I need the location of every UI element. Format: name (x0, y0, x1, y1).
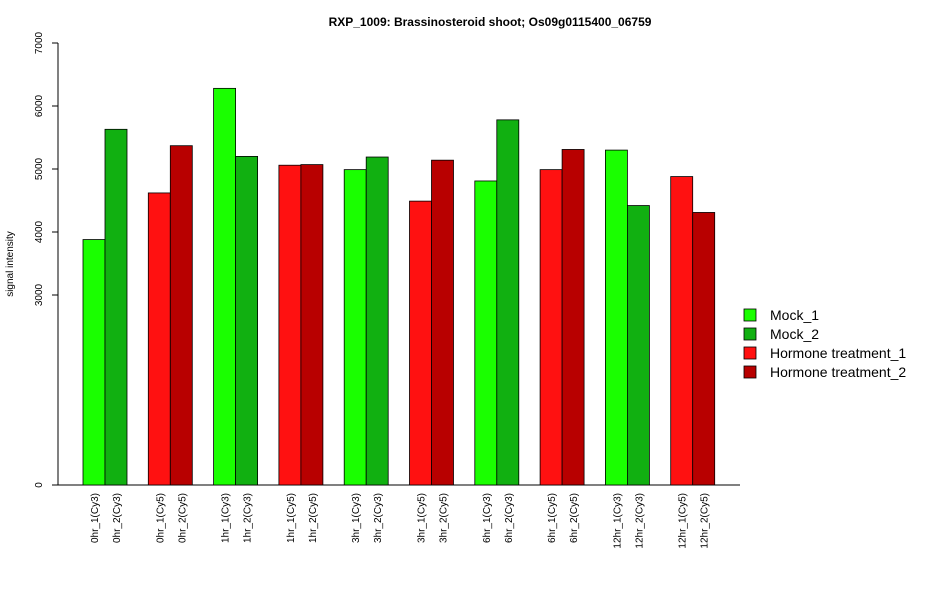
legend-swatch (743, 365, 757, 379)
x-tick-label: 0hr_2(Cy3) (112, 493, 123, 543)
legend-swatch (743, 346, 757, 360)
bar (474, 180, 498, 486)
x-tick-label: 3hr_2(Cy5) (439, 493, 450, 543)
bar (692, 212, 716, 486)
x-tick-labels: 0hr_1(Cy3) 0hr_2(Cy3) 0hr_1(Cy5) 0hr_2(Cy5)… (90, 493, 711, 549)
bar (539, 169, 563, 486)
bar (365, 156, 389, 486)
x-tick-label: 6hr_1(Cy5) (547, 493, 558, 543)
y-tick-label: 5000 (34, 157, 45, 180)
bar (169, 145, 193, 486)
x-tick-label: 6hr_2(Cy3) (504, 493, 515, 543)
x-tick-label: 12hr_1(Cy5) (678, 493, 689, 549)
bar (235, 155, 259, 486)
x-tick-label: 1hr_2(Cy5) (308, 493, 319, 543)
x-tick-label: 0hr_2(Cy5) (177, 493, 188, 543)
x-tick-label: 1hr_2(Cy3) (243, 493, 254, 543)
y-tick-label: 7000 (34, 31, 45, 54)
x-tick-label: 12hr_2(Cy3) (634, 493, 645, 549)
bar (409, 200, 432, 486)
bar (104, 128, 128, 486)
x-tick-label: 1hr_1(Cy3) (221, 493, 232, 543)
bar (300, 164, 324, 486)
bar (213, 87, 237, 486)
bar (670, 176, 694, 486)
x-tick-label: 12hr_1(Cy3) (612, 493, 623, 549)
chart-title: RXP_1009: Brassinosteroid shoot; Os09g01… (329, 15, 652, 29)
x-tick-label: 12hr_2(Cy5) (700, 493, 711, 549)
legend-label: Mock_1 (770, 307, 819, 323)
bar (343, 169, 367, 486)
legend-label: Hormone treatment_1 (770, 345, 906, 361)
x-tick-label: 6hr_2(Cy5) (569, 493, 580, 543)
bar (82, 239, 106, 486)
x-tick-label: 6hr_1(Cy3) (482, 493, 493, 543)
y-axis-label: signal intensity (5, 231, 16, 297)
bar (496, 119, 520, 486)
x-tick-label: 3hr_2(Cy3) (373, 493, 384, 543)
y-tick-label: 6000 (34, 94, 45, 117)
x-tick-label: 0hr_1(Cy3) (90, 493, 101, 543)
bar (147, 192, 171, 486)
bar (627, 205, 650, 486)
bar (431, 159, 454, 486)
legend-label: Mock_2 (770, 326, 819, 342)
legend-label: Hormone treatment_2 (770, 364, 906, 380)
y-axis: 0 3000 4000 5000 6000 7000 (34, 31, 59, 488)
bars-group (82, 87, 716, 486)
bar (278, 164, 302, 486)
x-tick-label: 0hr_1(Cy5) (155, 493, 166, 543)
bar (605, 149, 628, 486)
legend-swatch (743, 308, 757, 322)
legend-swatch (743, 327, 757, 341)
x-tick-label: 1hr_1(Cy5) (286, 493, 297, 543)
x-tick-label: 3hr_1(Cy3) (351, 493, 362, 543)
y-tick-label: 0 (34, 482, 45, 488)
y-tick-label: 3000 (34, 283, 45, 306)
x-tick-label: 3hr_1(Cy5) (417, 493, 428, 543)
legend: Mock_1 Mock_2 Hormone treatment_1 Hormone t… (743, 307, 906, 380)
y-tick-label: 4000 (34, 220, 45, 243)
bar (561, 149, 585, 486)
